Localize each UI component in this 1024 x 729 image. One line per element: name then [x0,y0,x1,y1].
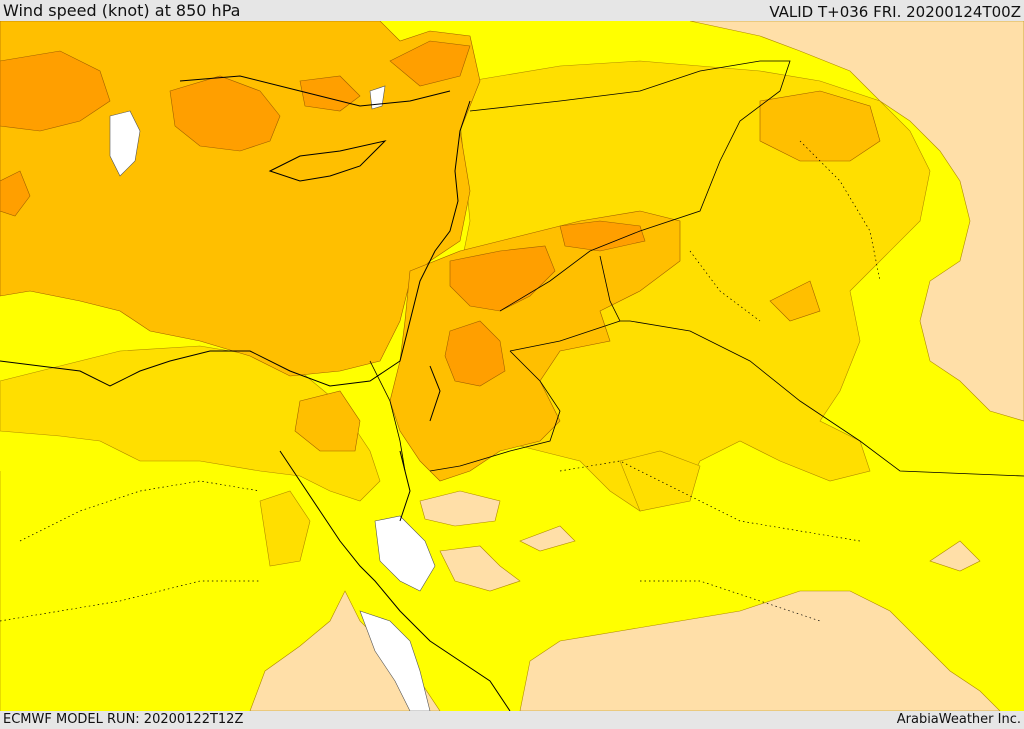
header-bar: Wind speed (knot) at 850 hPa VALID T+036… [0,0,1024,21]
calm-spots [109,85,436,711]
valid-time: VALID T+036 FRI. 20200124T00Z [769,3,1021,21]
wind-speed-map [0,21,1024,711]
map-canvas [0,21,1024,711]
very-strong-zones [0,40,646,387]
credit-label: ArabiaWeather Inc. [896,712,1021,727]
calm-zones [0,21,1024,711]
footer-bar: ECMWF MODEL RUN: 20200122T12Z ArabiaWeat… [0,711,1024,729]
model-run: ECMWF MODEL RUN: 20200122T12Z [3,712,244,727]
map-title: Wind speed (knot) at 850 hPa [3,1,241,20]
internal-boundaries [0,140,881,622]
borders [369,60,1024,477]
moderate-zones [0,60,931,567]
coastlines [0,75,511,711]
